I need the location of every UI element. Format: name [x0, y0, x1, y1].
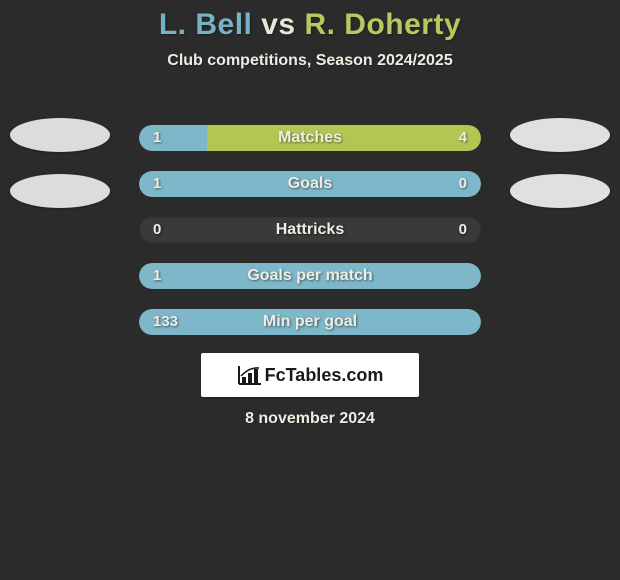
player1-name: L. Bell — [159, 8, 253, 41]
stat-row: 14Matches — [139, 125, 481, 151]
stat-label: Goals — [139, 171, 481, 197]
stat-label: Hattricks — [139, 217, 481, 243]
stat-row: 00Hattricks — [139, 217, 481, 243]
stat-row: 10Goals — [139, 171, 481, 197]
brand-text: FcTables.com — [265, 365, 384, 386]
badge-icon — [510, 174, 610, 208]
stat-label: Goals per match — [139, 263, 481, 289]
chart-icon — [237, 364, 263, 386]
stat-bars: 14Matches 10Goals 00Hattricks 1Goals per ma… — [139, 125, 481, 335]
badge-icon — [10, 174, 110, 208]
vs-label: vs — [261, 8, 295, 41]
subtitle: Club competitions, Season 2024/2025 — [0, 52, 620, 70]
stat-label: Min per goal — [139, 309, 481, 335]
player2-name: R. Doherty — [304, 8, 461, 41]
stat-row: 1Goals per match — [139, 263, 481, 289]
player1-badges — [10, 118, 110, 208]
stat-row: 133Min per goal — [139, 309, 481, 335]
stat-label: Matches — [139, 125, 481, 151]
widget: L. Bell vs R. Doherty Club competitions,… — [0, 0, 620, 580]
date-label: 8 november 2024 — [0, 410, 620, 428]
brand-logo[interactable]: FcTables.com — [201, 353, 419, 397]
player2-badges — [510, 118, 610, 208]
badge-icon — [10, 118, 110, 152]
badge-icon — [510, 118, 610, 152]
widget-title: L. Bell vs R. Doherty — [0, 0, 620, 42]
